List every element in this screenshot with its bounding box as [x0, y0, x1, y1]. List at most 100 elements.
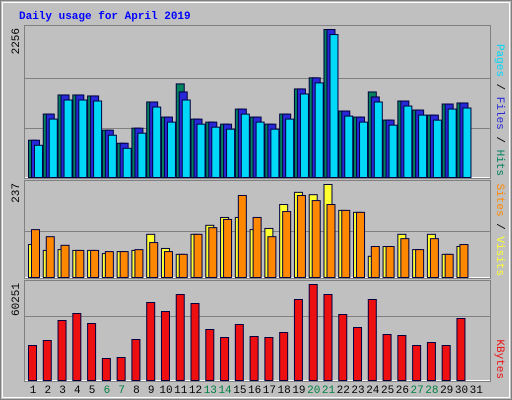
bar — [90, 249, 100, 279]
x-tick-label: 12 — [189, 385, 202, 397]
bar — [403, 105, 413, 178]
x-tick-label: 1 — [30, 385, 37, 397]
bar — [60, 244, 70, 278]
bar — [48, 118, 58, 178]
bar — [382, 334, 392, 381]
x-tick-label: 21 — [322, 385, 336, 397]
x-tick-label: 7 — [118, 385, 125, 397]
bar — [359, 121, 369, 178]
y-max-label: 2256 — [11, 28, 23, 54]
bar — [412, 345, 422, 382]
bar — [220, 337, 230, 381]
legend-separator: / — [493, 217, 505, 237]
x-tick-label: 17 — [263, 385, 276, 397]
bar — [211, 126, 221, 178]
y-max-label: 237 — [11, 183, 23, 203]
x-tick-label: 18 — [278, 385, 291, 397]
legend-entry: KBytes — [493, 339, 505, 379]
bar — [293, 298, 303, 382]
x-tick-label: 25 — [381, 385, 394, 397]
y-max-label: 60251 — [11, 283, 23, 316]
x-tick-label: 29 — [440, 385, 453, 397]
bar — [426, 342, 436, 381]
bar — [326, 204, 336, 279]
x-tick-label: 4 — [74, 385, 81, 397]
bar — [441, 345, 451, 382]
legend-entry: Pages — [493, 44, 505, 77]
bar — [459, 244, 469, 279]
bar — [415, 249, 425, 278]
bar — [282, 211, 292, 278]
bar — [134, 249, 144, 278]
bar — [237, 194, 247, 278]
x-tick-label: 8 — [133, 385, 140, 397]
bar — [104, 251, 114, 279]
bar — [314, 82, 324, 178]
bar — [149, 242, 159, 278]
bar — [341, 209, 351, 278]
bar — [311, 200, 321, 278]
bar — [116, 357, 126, 381]
bar — [356, 211, 366, 279]
bar — [72, 312, 82, 381]
bar — [175, 293, 185, 381]
x-tick-label: 23 — [351, 385, 364, 397]
x-tick-label: 26 — [396, 385, 409, 397]
x-tick-label: 13 — [204, 385, 217, 397]
bar — [323, 293, 333, 381]
x-tick-label: 24 — [366, 385, 380, 397]
bar — [240, 113, 250, 179]
bar — [299, 93, 309, 178]
legend-entry: Visits — [493, 236, 505, 276]
bar — [137, 132, 147, 178]
x-tick-label: 31 — [470, 385, 484, 397]
legend-separator: / — [493, 130, 505, 150]
legend: Sites / Visits — [493, 184, 505, 276]
bar — [78, 99, 88, 178]
bar — [119, 251, 129, 279]
bar — [193, 233, 203, 279]
x-tick-label: 16 — [248, 385, 261, 397]
bar — [28, 345, 37, 382]
bar — [31, 229, 40, 279]
bar — [152, 106, 162, 178]
bar — [42, 339, 52, 381]
bar — [57, 319, 67, 381]
x-tick-label: 10 — [159, 385, 172, 397]
bar — [45, 236, 55, 279]
bar — [122, 147, 132, 178]
x-tick-label: 2 — [44, 385, 51, 397]
legend: KBytes — [493, 339, 505, 379]
bar — [367, 298, 377, 382]
bar — [75, 249, 85, 279]
bar — [296, 194, 306, 278]
chart-title: Daily usage for April 2019 — [19, 11, 191, 23]
x-tick-label: 14 — [218, 385, 232, 397]
x-tick-label: 28 — [425, 385, 438, 397]
bar — [432, 119, 442, 179]
x-tick-label: 20 — [307, 385, 320, 397]
bar — [93, 100, 103, 178]
legend-entry: Hits — [493, 150, 505, 176]
x-tick-label: 15 — [233, 385, 246, 397]
bar — [146, 301, 156, 382]
bar — [249, 336, 259, 381]
bar — [344, 115, 354, 178]
bar — [234, 324, 244, 382]
bar — [264, 337, 274, 381]
bar — [456, 318, 466, 381]
bar — [308, 284, 318, 381]
bar — [226, 128, 236, 178]
legend-entry: Files — [493, 97, 505, 130]
bar — [223, 218, 233, 279]
bar — [63, 99, 73, 178]
x-tick-label: 19 — [292, 385, 305, 397]
bar — [101, 357, 111, 381]
x-tick-label: 11 — [174, 385, 188, 397]
bar — [462, 107, 472, 178]
x-tick-label: 22 — [337, 385, 350, 397]
bar — [252, 216, 262, 278]
bar — [388, 124, 398, 178]
